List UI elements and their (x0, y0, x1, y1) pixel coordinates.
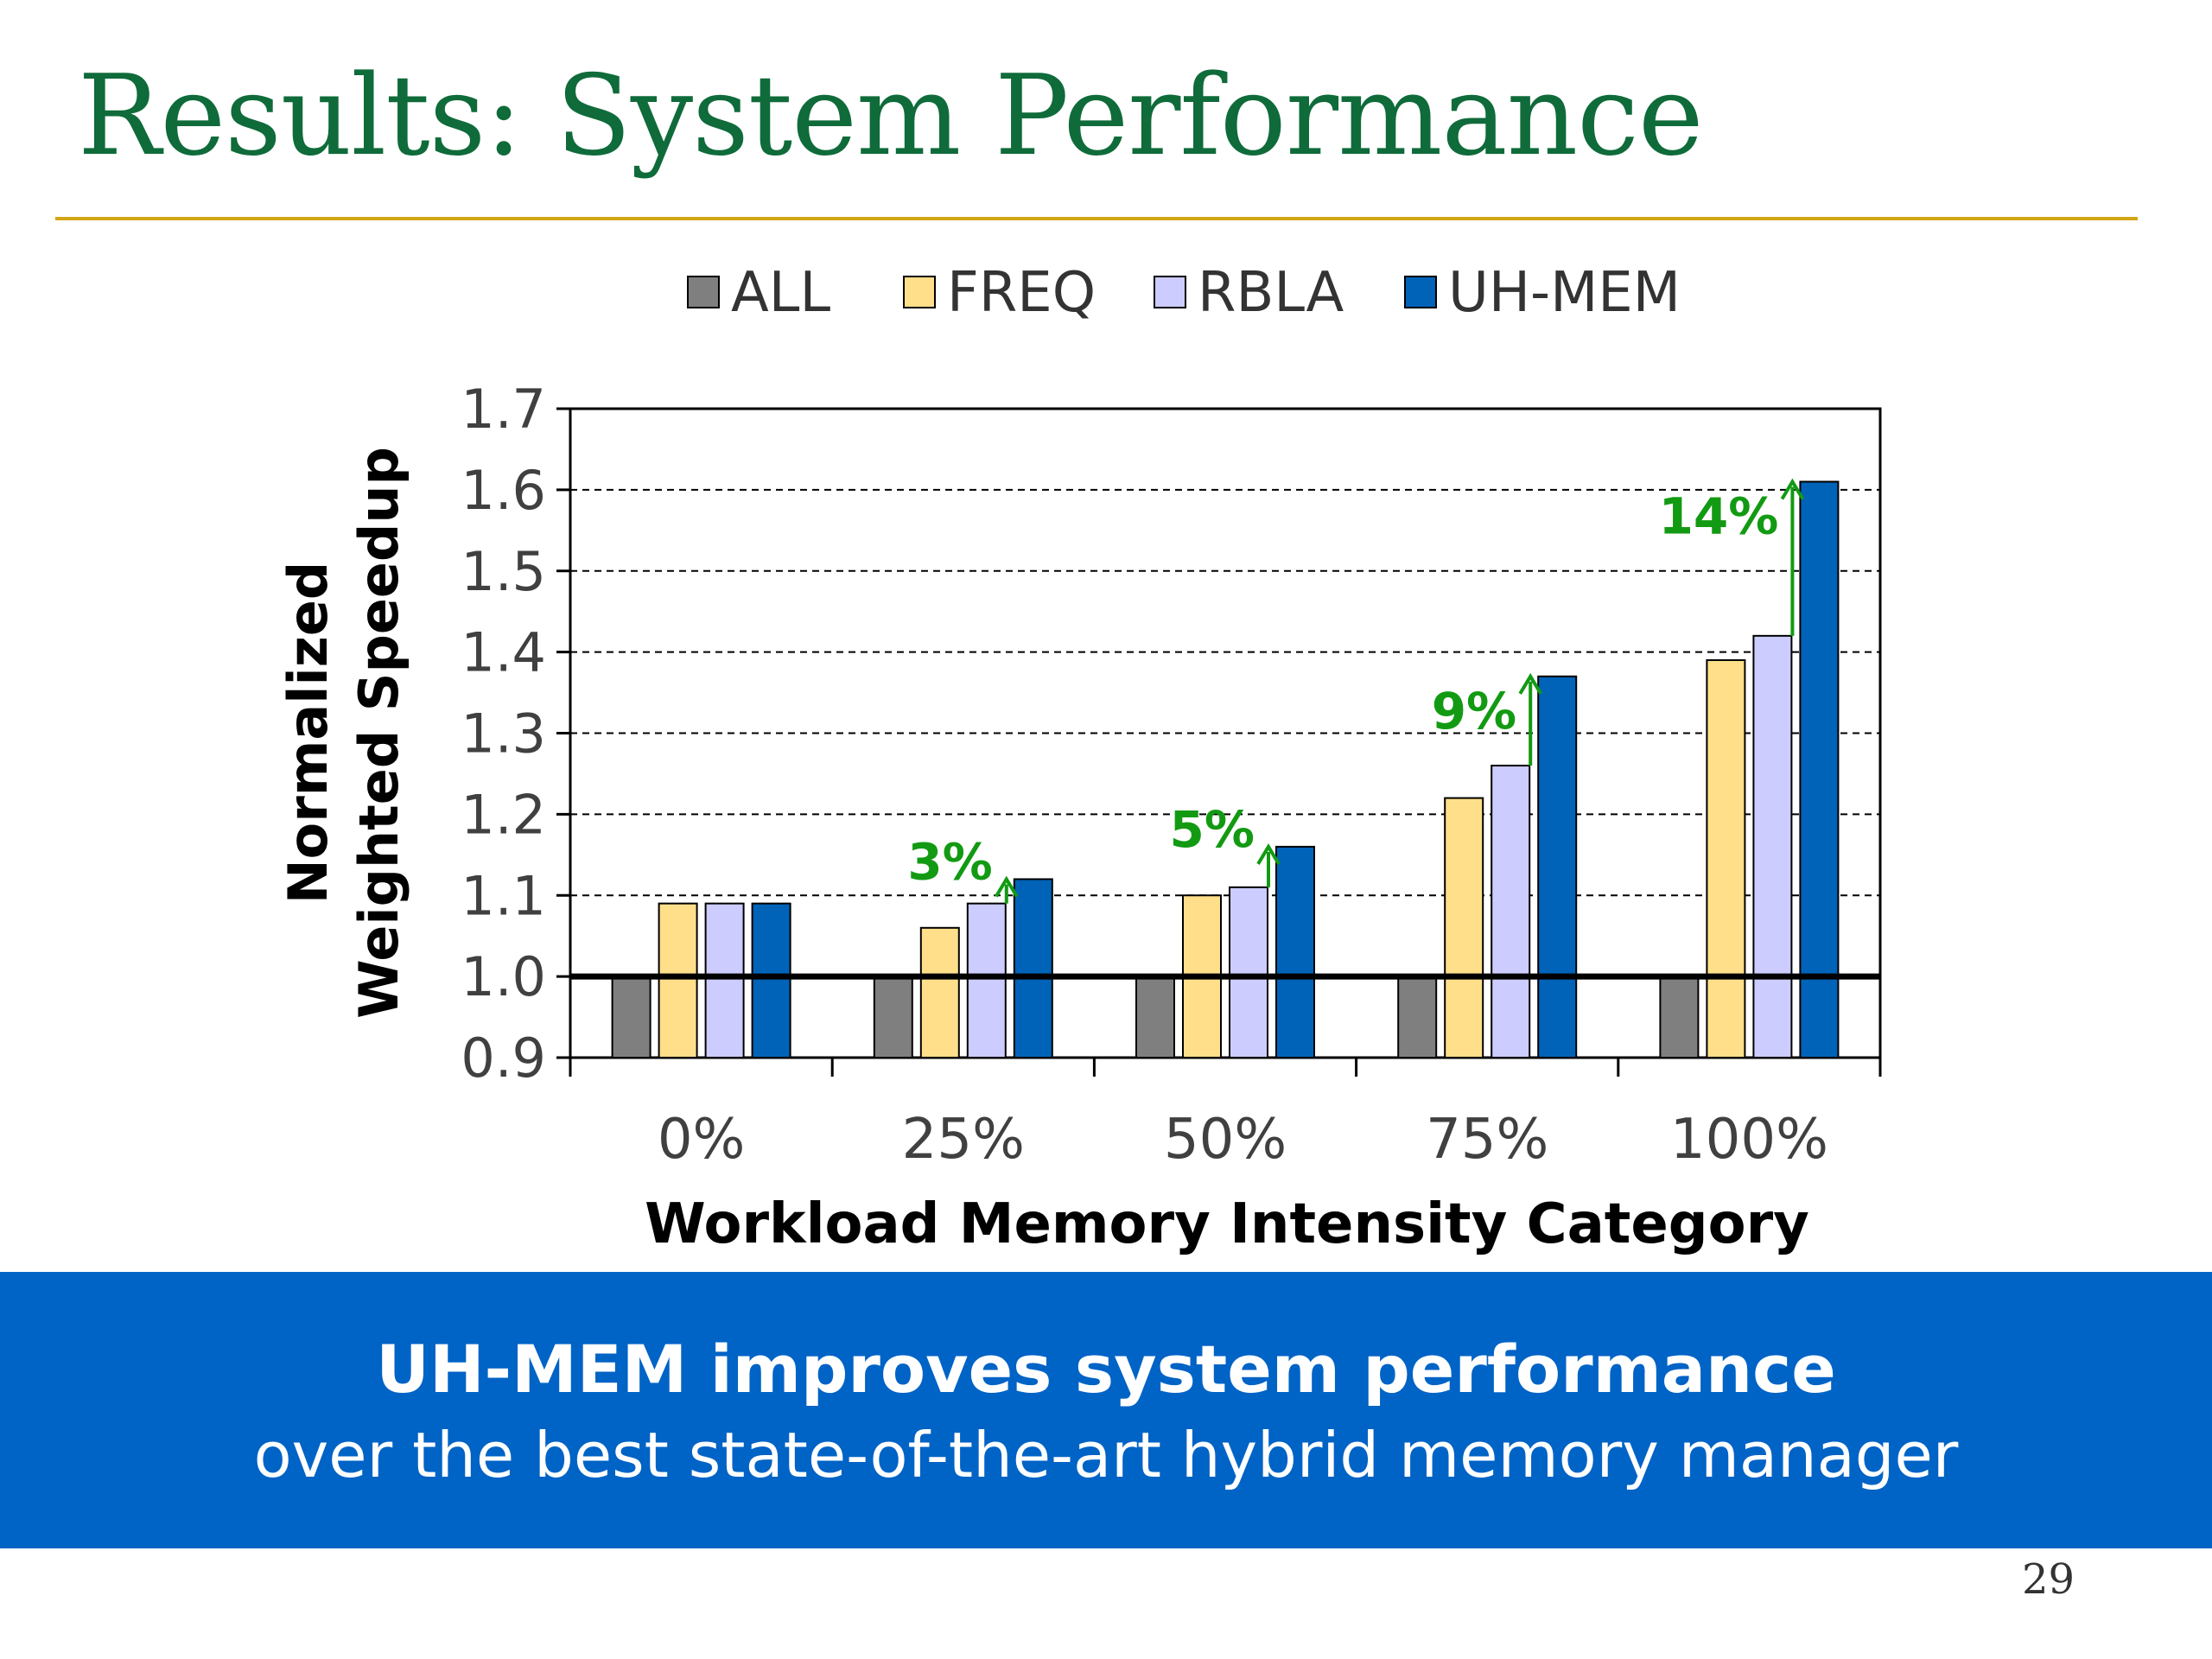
legend-label: FREQ (947, 261, 1096, 325)
bar-all (1659, 976, 1700, 1058)
bar-rbla (1752, 634, 1793, 1058)
bar-freq (1706, 659, 1746, 1058)
improvement-label: 14% (1659, 486, 1779, 545)
bar-uh-mem (1799, 480, 1840, 1058)
bar-all (611, 976, 652, 1058)
x-tick-label: 100% (1670, 1108, 1828, 1172)
bar-uh-mem (751, 902, 791, 1058)
bar-freq (1444, 797, 1484, 1058)
x-axis-title: Workload Memory Intensity Category (645, 1192, 1809, 1256)
improvement-arrowhead (1256, 843, 1281, 865)
improvement-arrowhead (1518, 672, 1542, 695)
y-tick-label: 1.2 (461, 783, 546, 846)
x-tick-label: 50% (1164, 1108, 1287, 1172)
legend-label: UH-MEM (1448, 261, 1681, 325)
bar-freq (919, 926, 960, 1059)
conclusion-banner: UH-MEM improves system performance over … (0, 1272, 2212, 1548)
bar-uh-mem (1275, 845, 1315, 1058)
legend-swatch (903, 276, 936, 308)
y-axis-title: Weighted Speedup (347, 447, 410, 1019)
y-tick-label: 1.5 (461, 540, 546, 603)
improvement-label: 9% (1432, 682, 1516, 741)
x-tick-label: 75% (1426, 1108, 1548, 1172)
bar-all (1397, 976, 1438, 1058)
speedup-bar-chart: 0.9 1.0 1.1 1.2 1.3 1.4 1.5 1.6 1.7 0% 25% 50% 75% 10… (276, 261, 1882, 1256)
y-tick-label: 1.3 (461, 702, 546, 766)
bar-rbla (966, 902, 1007, 1058)
improvement-arrowhead (995, 875, 1019, 898)
bar-uh-mem (1013, 878, 1053, 1058)
bar-rbla (1491, 765, 1531, 1058)
y-tick-label: 1.0 (461, 945, 546, 1008)
legend-label: RBLA (1198, 261, 1344, 325)
bar-rbla (704, 902, 745, 1058)
legend-swatch (1154, 276, 1186, 308)
legend-swatch (687, 276, 720, 308)
banner-subline: over the best state-of-the-art hybrid me… (253, 1419, 1959, 1491)
improvement-arrowhead (1780, 478, 1805, 500)
y-tick-label: 1.7 (461, 378, 546, 441)
y-tick-label: 0.9 (461, 1027, 546, 1090)
banner-headline: UH-MEM improves system performance (376, 1331, 1836, 1408)
slide-title: Results: System Performance (78, 52, 1704, 181)
bar-uh-mem (1537, 675, 1578, 1058)
x-tick-label: 0% (658, 1108, 746, 1172)
page-number: 29 (2022, 1555, 2075, 1604)
bar-rbla (1229, 886, 1268, 1059)
y-tick-label: 1.1 (461, 864, 546, 927)
improvement-label: 5% (1170, 800, 1255, 859)
title-divider (55, 217, 2138, 220)
y-tick-label: 1.6 (461, 459, 546, 522)
bar-all (873, 976, 913, 1058)
improvement-label: 3% (907, 832, 992, 891)
bar-freq (658, 902, 698, 1058)
y-tick-label: 1.4 (461, 621, 546, 684)
x-tick-label: 25% (902, 1108, 1025, 1172)
legend-swatch (1404, 276, 1437, 308)
legend-label: ALL (731, 261, 830, 325)
y-axis-title: Normalized (276, 562, 340, 905)
bar-all (1135, 976, 1175, 1058)
